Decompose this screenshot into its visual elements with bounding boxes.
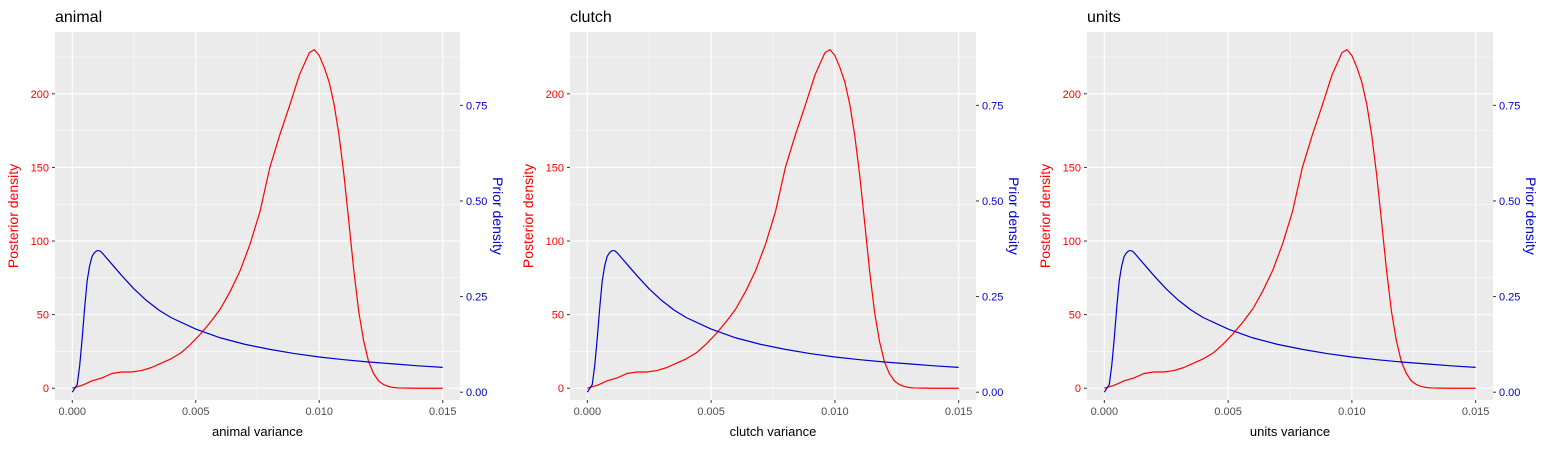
y2-tick-label: 0.75 <box>982 100 1003 112</box>
y-tick-label: 200 <box>546 89 564 101</box>
x-tick-label: 0.005 <box>182 406 210 418</box>
chart-panel-animal: 0.000 0.005 0.010 0.015 0 50 100 150 200 0.00 0.25… <box>5 9 506 439</box>
x-tick-label: 0.000 <box>59 406 87 418</box>
x-tick-label: 0.015 <box>945 406 973 418</box>
y2-tick-label: 0.50 <box>982 196 1003 208</box>
y-tick-label: 100 <box>1063 236 1081 248</box>
y2-axis-label: Prior density <box>490 177 506 255</box>
y-tick-label: 150 <box>546 162 564 174</box>
chart-title: units <box>1087 9 1121 26</box>
y-tick-label: 0 <box>558 383 564 395</box>
x-tick-label: 0.005 <box>1214 406 1242 418</box>
x-tick-label: 0.010 <box>1338 406 1366 418</box>
x-tick-label: 0.015 <box>1462 406 1490 418</box>
posterior-density-line <box>72 49 443 389</box>
y-tick-label: 0 <box>1075 383 1081 395</box>
y2-axis-label: Prior density <box>1523 177 1539 255</box>
y2-tick-label: 0.75 <box>1499 100 1520 112</box>
y2-tick-label: 0.00 <box>982 387 1003 399</box>
chart-title: animal <box>55 9 102 26</box>
chart-title: clutch <box>570 9 612 26</box>
x-tick-label: 0.000 <box>574 406 602 418</box>
x-tick-label: 0.000 <box>1091 406 1119 418</box>
y2-tick-label: 0.25 <box>982 292 1003 304</box>
y2-axis-label: Prior density <box>1006 177 1022 255</box>
y-tick-label: 50 <box>37 310 49 322</box>
y-axis-label: Posterior density <box>1037 164 1053 268</box>
y2-tick-label: 0.00 <box>1499 387 1520 399</box>
y2-tick-label: 0.25 <box>1499 292 1520 304</box>
y-axis-label: Posterior density <box>520 164 536 268</box>
y2-tick-label: 0.25 <box>466 292 487 304</box>
chart-panel-units: 0.000 0.005 0.010 0.015 0 50 100 150 200 0.00 0.25… <box>1037 9 1539 439</box>
y-tick-label: 150 <box>1063 162 1081 174</box>
y-tick-label: 50 <box>552 310 564 322</box>
x-tick-label: 0.010 <box>305 406 333 418</box>
y2-tick-label: 0.50 <box>466 196 487 208</box>
y2-tick-label: 0.50 <box>1499 196 1520 208</box>
chart-panel-clutch: 0.000 0.005 0.010 0.015 0 50 100 150 200 0.00 0.25… <box>520 9 1022 439</box>
y2-tick-label: 0.75 <box>466 100 487 112</box>
x-tick-label: 0.005 <box>697 406 725 418</box>
posterior-density-line <box>1104 49 1476 389</box>
y-tick-label: 150 <box>31 162 49 174</box>
y-tick-label: 100 <box>546 236 564 248</box>
x-axis-label: animal variance <box>212 424 303 439</box>
y-axis-label: Posterior density <box>5 164 21 268</box>
y-tick-label: 200 <box>1063 89 1081 101</box>
prior-density-line <box>71 250 443 393</box>
x-tick-label: 0.010 <box>821 406 849 418</box>
y-tick-label: 100 <box>31 236 49 248</box>
prior-density-line <box>586 250 959 393</box>
y2-tick-label: 0.00 <box>466 387 487 399</box>
y-tick-label: 50 <box>1069 310 1081 322</box>
posterior-density-line <box>587 49 959 389</box>
y-tick-label: 0 <box>43 383 49 395</box>
x-axis-label: clutch variance <box>730 424 817 439</box>
x-axis-label: units variance <box>1250 424 1330 439</box>
prior-density-line <box>1103 250 1476 393</box>
y-tick-label: 200 <box>31 89 49 101</box>
x-tick-label: 0.015 <box>429 406 457 418</box>
